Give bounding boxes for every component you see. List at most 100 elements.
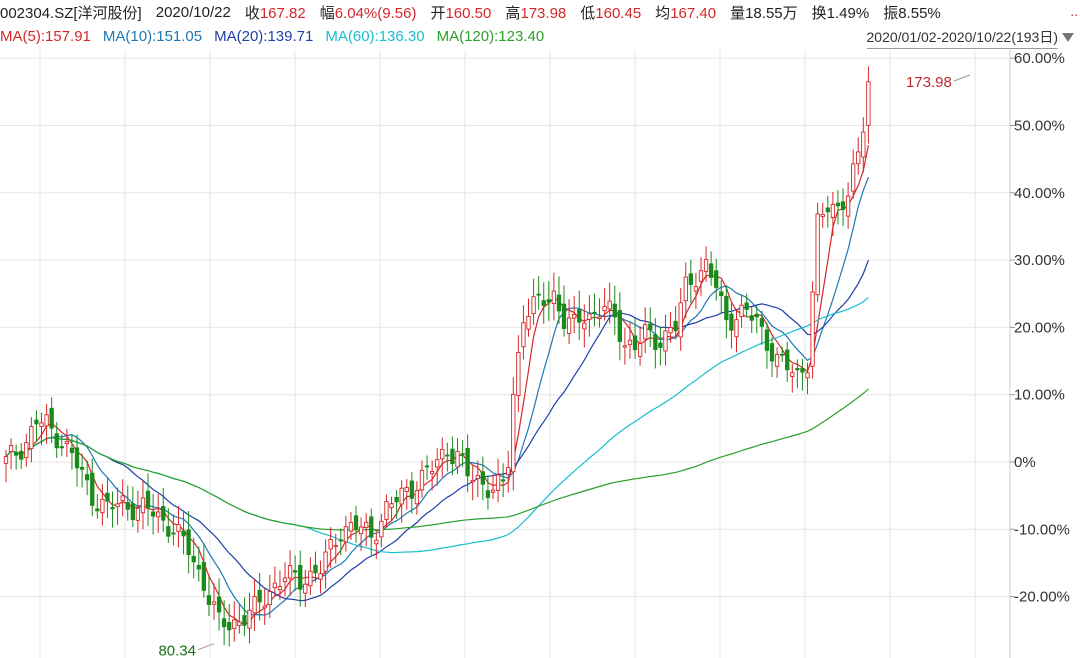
candle-up [282, 577, 288, 583]
candle-down [409, 480, 414, 499]
candle-down [74, 447, 80, 469]
candle-up [531, 296, 536, 314]
close-label: 收 [244, 5, 260, 22]
candle-up [440, 449, 445, 460]
date-range-selector[interactable]: 2020/01/02-2020/10/22(193日) [866, 27, 1074, 49]
candle-up [627, 339, 633, 346]
candle-up [506, 467, 511, 475]
candle-up [272, 582, 278, 589]
candle-up [277, 586, 283, 591]
candle-up [3, 456, 9, 464]
ma20-legend: MA(20):139.71 [214, 28, 314, 45]
candle-up [384, 501, 389, 520]
candle-down [353, 515, 359, 530]
annotation-leader [953, 74, 971, 82]
candle-down [130, 503, 135, 521]
ma60-legend: MA(60):136.30 [325, 28, 425, 45]
candle-down [257, 589, 262, 603]
candle-up [429, 470, 435, 475]
annotation-label: 80.34 [158, 643, 196, 658]
candle-up [308, 570, 313, 587]
candle-up [734, 319, 739, 338]
stock-code[interactable]: 002304.SZ[洋河股份] [0, 5, 142, 22]
candle-down [485, 490, 491, 498]
annotation-label: 173.98 [906, 74, 952, 91]
candle-down [780, 353, 785, 356]
candle-down [166, 526, 171, 537]
candle-down [541, 300, 546, 307]
candle-down [759, 318, 765, 327]
candle-up [490, 489, 496, 493]
candle-down [658, 342, 663, 348]
candle-down [729, 313, 734, 331]
candle-up [140, 497, 146, 514]
candle-up [511, 393, 516, 473]
candle-up [287, 565, 293, 579]
candle-up [475, 474, 480, 480]
candle-down [445, 454, 450, 457]
candle-up [39, 422, 44, 427]
candle-down [688, 273, 693, 285]
candle-up [135, 507, 141, 521]
quote-header: 002304.SZ[洋河股份] 2020/10/22 收167.82 幅6.04… [0, 0, 1080, 25]
low-value: 160.45 [595, 5, 642, 22]
candle-down [293, 570, 298, 573]
candle-up [232, 619, 237, 630]
high-label: 高 [505, 5, 521, 22]
candle-up [267, 591, 272, 606]
candle-up [303, 583, 308, 594]
candle-down [298, 564, 303, 590]
candle-up [597, 316, 602, 320]
dropdown-triangle-icon[interactable] [1062, 32, 1074, 42]
candle-up [156, 511, 161, 518]
candle-up [820, 213, 825, 218]
candle-up [856, 151, 861, 165]
candle-down [59, 446, 64, 449]
candle-down [191, 555, 196, 563]
ma5-line [5, 144, 869, 626]
candle-up [323, 551, 328, 572]
candle-down [338, 539, 343, 542]
candle-up [739, 304, 744, 317]
candle-down [835, 202, 841, 207]
candle-up [582, 322, 587, 330]
ma5-legend: MA(5):157.91 [0, 28, 91, 45]
volume-label: 量 [730, 5, 746, 22]
candle-down [744, 302, 749, 310]
candle-down [480, 471, 486, 485]
candle-up [29, 425, 34, 449]
candle-up [805, 372, 810, 379]
candle-down [13, 451, 19, 456]
ma60-line [5, 297, 869, 554]
candle-up [587, 313, 592, 320]
candles [3, 66, 871, 647]
candle-down [719, 291, 724, 297]
candle-up [358, 526, 364, 535]
candle-down [221, 618, 227, 628]
ma-legend: MA(5):157.91 MA(10):151.05 MA(20):139.71… [0, 25, 1080, 48]
ma10-legend: MA(10):151.05 [102, 28, 203, 45]
change-value: 6.04%(9.56) [334, 5, 417, 22]
candle-up [470, 479, 475, 483]
candle-up [414, 490, 420, 505]
candle-down [424, 465, 430, 468]
candle-down [632, 335, 638, 351]
candle-up [419, 469, 425, 491]
candle-up [262, 605, 267, 609]
candle-down [714, 270, 719, 288]
candle-down [242, 615, 247, 626]
candle-up [774, 354, 780, 367]
candle-down [186, 529, 191, 556]
candle-down [764, 329, 770, 351]
candle-up [64, 441, 70, 445]
candle-down [592, 311, 597, 314]
y-tick-label: -10.00% [1014, 521, 1070, 538]
candle-up [8, 445, 14, 453]
candle-up [572, 314, 577, 319]
candle-down [800, 368, 805, 373]
candle-up [247, 609, 252, 629]
high-value: 173.98 [520, 5, 567, 22]
avg-label: 均 [655, 5, 671, 22]
more-indicator[interactable]: .. [1070, 3, 1078, 19]
